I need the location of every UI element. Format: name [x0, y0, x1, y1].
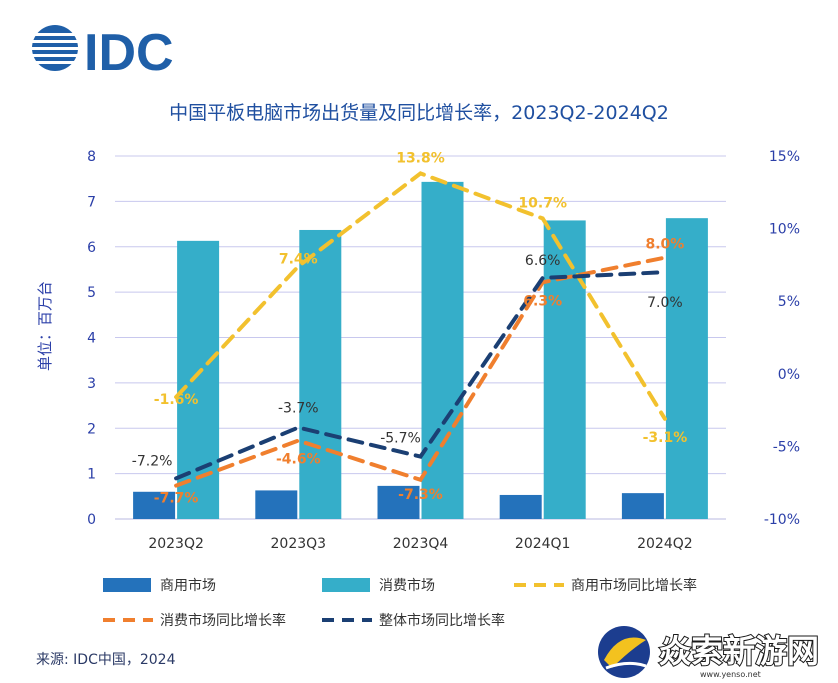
data-label: -3.7% — [278, 401, 319, 417]
x-tick-label: 2023Q3 — [271, 536, 327, 552]
idc-logo: IDC — [30, 24, 174, 82]
legend-label: 消费市场 — [379, 577, 435, 594]
data-label: 13.8% — [396, 150, 445, 166]
legend-commercial: 商用市场 — [103, 577, 216, 594]
data-label: 8.0% — [645, 237, 684, 253]
legend-consumer: 消费市场 — [322, 577, 435, 594]
y2-tick-label: 5% — [778, 294, 800, 310]
data-label: 6.3% — [523, 293, 562, 309]
y-tick-label: 3 — [87, 376, 96, 392]
bar-commercial — [621, 493, 664, 519]
data-label: -3.1% — [643, 430, 688, 446]
bar-commercial — [377, 485, 420, 519]
bird-logo-icon — [598, 626, 650, 678]
data-label: -1.6% — [154, 392, 199, 408]
watermark-url: www.yenso.net — [700, 670, 761, 679]
legend-label: 商用市场 — [160, 577, 216, 594]
data-label: 6.6% — [525, 253, 561, 269]
bar-series — [133, 181, 708, 519]
y2-tick-label: 10% — [769, 222, 800, 238]
data-labels: -1.6% 7.4% 13.8% 10.7% -3.1% -7.7% -4.6% -7.3% 6… — [132, 150, 687, 506]
legend-label: 商用市场同比增长率 — [571, 577, 697, 594]
bar-consumer — [299, 229, 342, 519]
x-tick-label: 2023Q4 — [393, 536, 449, 552]
bar-consumer — [665, 218, 708, 519]
data-label: -7.7% — [154, 491, 199, 507]
y-axis-label: 单位：百万台 — [36, 281, 54, 371]
y-tick-label: 4 — [87, 331, 96, 347]
watermark: 焱索新游网 www.yenso.net — [598, 626, 820, 679]
data-label: 10.7% — [518, 195, 567, 211]
x-tick-label: 2024Q2 — [637, 536, 693, 552]
y2-tick-label: 0% — [778, 367, 800, 383]
legend-swatch — [322, 578, 370, 592]
gridlines — [115, 155, 726, 520]
y-tick-label: 7 — [87, 194, 96, 210]
globe-icon — [30, 25, 80, 71]
y2-tick-label: -5% — [773, 439, 800, 455]
source-note: 来源: IDC中国，2024 — [36, 652, 176, 668]
bar-consumer — [421, 181, 464, 519]
legend-commercial-growth: 商用市场同比增长率 — [514, 577, 697, 594]
line-series — [174, 171, 667, 488]
y-tick-label: 0 — [87, 512, 96, 528]
data-label: 7.0% — [647, 295, 683, 311]
y-tick-label: 5 — [87, 285, 96, 301]
legend-label: 消费市场同比增长率 — [160, 612, 286, 629]
y-tick-label: 2 — [87, 421, 96, 437]
data-label: -7.3% — [398, 487, 443, 503]
y-tick-label: 8 — [87, 149, 96, 165]
watermark-text: 焱索新游网 — [659, 632, 819, 670]
data-label: 7.4% — [279, 251, 318, 267]
x-tick-label: 2024Q1 — [515, 536, 571, 552]
legend-total-growth: 整体市场同比增长率 — [322, 612, 505, 629]
bar-consumer — [543, 220, 586, 519]
y-axis-ticks: 0 1 2 3 4 5 6 7 8 — [87, 149, 96, 528]
y-tick-label: 6 — [87, 240, 96, 256]
bar-commercial — [133, 491, 176, 519]
bar-commercial — [255, 490, 298, 519]
data-label: -4.6% — [276, 452, 321, 468]
x-axis-ticks: 2023Q2 2023Q3 2023Q4 2024Q1 2024Q2 — [148, 536, 692, 552]
data-label: -5.7% — [380, 431, 421, 447]
line-commercial-growth — [174, 171, 667, 421]
line-total-growth — [174, 270, 667, 481]
x-tick-label: 2023Q2 — [148, 536, 204, 552]
y2-axis-ticks: -10% -5% 0% 5% 10% 15% — [764, 149, 800, 528]
chart-title: 中国平板电脑市场出货量及同比增长率，2023Q2-2024Q2 — [169, 102, 669, 124]
legend-swatch — [103, 578, 151, 592]
data-label: -7.2% — [132, 453, 173, 469]
legend-label: 整体市场同比增长率 — [379, 612, 505, 629]
logo-text: IDC — [84, 24, 174, 82]
bar-commercial — [499, 494, 542, 519]
y-tick-label: 1 — [87, 467, 96, 483]
y2-tick-label: 15% — [769, 149, 800, 165]
y2-tick-label: -10% — [764, 512, 800, 528]
legend-consumer-growth: 消费市场同比增长率 — [103, 612, 286, 629]
